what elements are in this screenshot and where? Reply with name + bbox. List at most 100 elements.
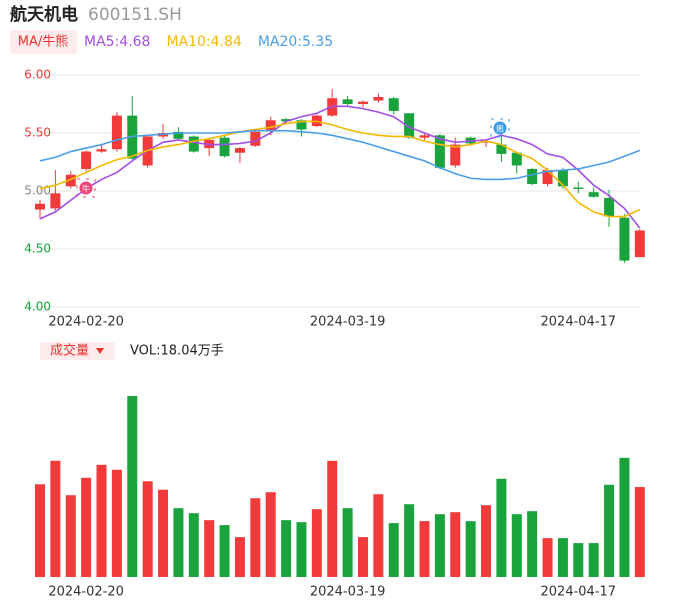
volume-bar	[311, 509, 322, 577]
volume-bar	[65, 495, 76, 577]
candle-body	[511, 152, 522, 166]
candle-body	[296, 120, 307, 130]
y-tick-label: 6.00	[24, 68, 51, 82]
volume-bar	[450, 512, 461, 577]
volume-bar	[296, 522, 307, 577]
volume-bar	[142, 481, 153, 577]
volume-bar	[404, 504, 415, 577]
volume-bar	[158, 489, 169, 577]
y-tick-label: 5.00	[24, 184, 51, 198]
candle-body	[81, 151, 92, 169]
ma-line	[39, 129, 641, 181]
volume-bar	[557, 538, 568, 577]
volume-bar	[388, 523, 399, 577]
volume-bar	[419, 521, 430, 577]
volume-bar	[281, 520, 292, 577]
signal-icon	[79, 181, 93, 195]
volume-bar	[50, 460, 61, 577]
volume-bar	[373, 494, 384, 577]
y-tick-label: 4.50	[24, 242, 51, 256]
volume-bar	[604, 484, 615, 577]
volume-bar	[111, 469, 122, 577]
candle-body	[357, 101, 368, 104]
volume-bar	[265, 492, 276, 577]
x-tick-label: 2024-02-20	[48, 315, 124, 330]
y-tick-label: 5.50	[24, 126, 51, 140]
volume-button-bg[interactable]	[40, 342, 115, 360]
candle-body	[188, 136, 199, 152]
candle-body	[434, 135, 445, 168]
legend-entry: MA10:4.84	[166, 34, 241, 50]
volume-bar	[481, 505, 492, 577]
volume-bar	[496, 478, 507, 577]
ma-line	[39, 120, 641, 218]
volume-bar	[173, 508, 184, 577]
volume-bar	[465, 521, 476, 577]
candle-body	[619, 217, 630, 261]
candle-body	[450, 144, 461, 166]
candle-body	[35, 203, 45, 210]
volume-bar	[527, 511, 538, 577]
volume-bar	[250, 498, 261, 577]
candle-body	[419, 135, 430, 138]
volume-bar	[434, 514, 445, 577]
candle-body	[65, 174, 76, 187]
volume-bar	[634, 487, 645, 577]
volume-bar	[588, 543, 599, 577]
legend-entry: MA20:5.35	[258, 34, 333, 50]
ma-line	[39, 105, 641, 229]
candle-body	[265, 120, 276, 131]
ma-button[interactable]: MA/牛熊	[18, 34, 69, 50]
x-tick-label: 2024-03-19	[310, 315, 386, 330]
volume-bar	[96, 464, 107, 577]
candle-body	[496, 144, 507, 154]
volume-bar	[511, 514, 522, 577]
candle-body	[557, 170, 568, 187]
volume-button[interactable]: 成交量	[50, 343, 89, 359]
ma-button-bg[interactable]	[10, 30, 77, 54]
volume-bar	[542, 538, 553, 577]
volume-bar	[327, 460, 338, 577]
chart-subtitle: 600151.SH	[88, 5, 182, 25]
x-tick-label: 2024-04-17	[541, 315, 617, 330]
candle-body	[573, 187, 584, 190]
signal-icon	[493, 121, 507, 135]
volume-bar	[619, 457, 630, 577]
candle-body	[527, 168, 538, 185]
candle-body	[342, 99, 353, 104]
candle-body	[604, 197, 615, 217]
candle-body	[50, 193, 61, 209]
volume-bar	[573, 543, 584, 577]
candle-body	[588, 192, 599, 197]
volume-bar	[188, 513, 199, 577]
volume-bar	[342, 508, 353, 577]
signal-frame	[76, 178, 96, 198]
candle-body	[250, 131, 261, 146]
candle-body	[404, 113, 415, 138]
candle-body	[388, 98, 399, 111]
candle-body	[281, 119, 292, 122]
volume-bar	[127, 396, 138, 577]
volume-bar	[357, 537, 368, 577]
x-tick-label: 2024-03-19	[310, 585, 386, 600]
x-tick-label: 2024-02-20	[48, 585, 124, 600]
volume-bar	[35, 484, 45, 577]
signal-frame	[490, 118, 510, 138]
volume-bar	[219, 525, 230, 577]
candle-body	[111, 115, 122, 150]
legend-entry: MA5:4.68	[84, 34, 150, 50]
candle-body	[96, 149, 107, 152]
x-tick-label: 2024-04-17	[541, 585, 617, 600]
candle-body	[634, 230, 645, 258]
dropdown-arrow[interactable]	[96, 348, 104, 354]
y-tick-label: 4.00	[24, 300, 51, 314]
candle-body	[542, 170, 553, 185]
candle-body	[173, 131, 184, 139]
chart-title: 航天机电	[10, 4, 78, 25]
volume-label: VOL:18.04万手	[130, 344, 224, 359]
signal-label: 牛	[82, 184, 90, 194]
candle-body	[219, 137, 230, 157]
volume-bar	[234, 537, 245, 577]
candle-body	[234, 148, 245, 153]
